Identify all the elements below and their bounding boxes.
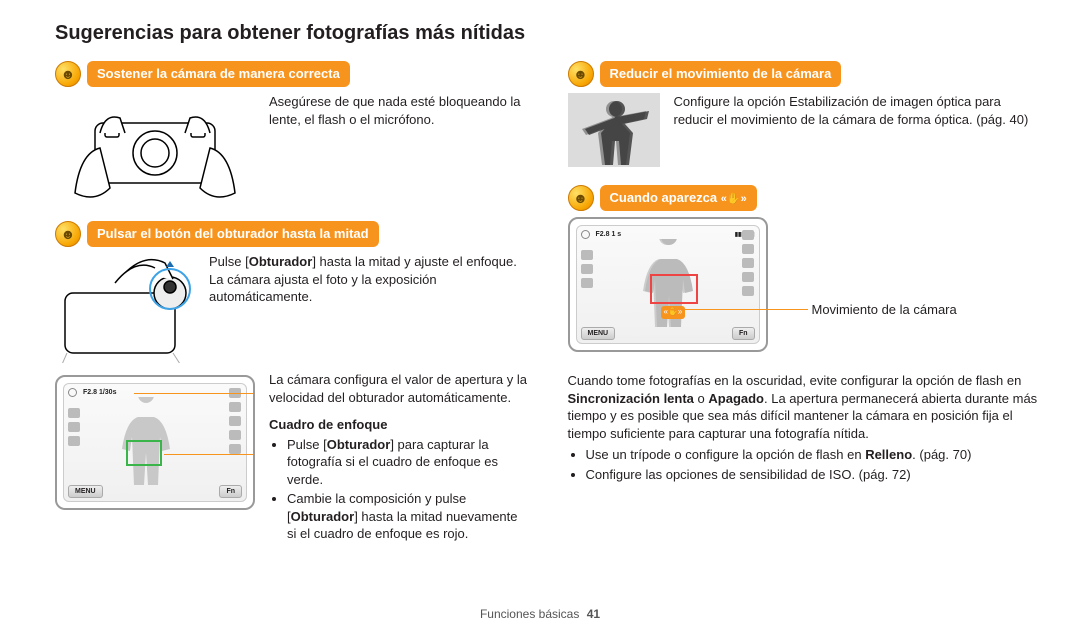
- hand-shake-icon: «✋»: [661, 306, 686, 319]
- page-title: Sugerencias para obtener fotografías más…: [55, 20, 1040, 47]
- page-footer: Funciones básicas 41: [0, 606, 1080, 622]
- lcd-green: F2.8 1/30s MENU Fn: [55, 375, 255, 510]
- hand-shake-icon: «✋»: [721, 193, 747, 205]
- callout-line: [134, 393, 255, 394]
- bold: Obturador: [249, 254, 313, 269]
- aperture-callout: La cámara configura el valor de apertura…: [269, 371, 528, 406]
- tip3-head: ☻ Reducir el movimiento de la cámara: [568, 61, 1041, 87]
- bold: Obturador: [291, 509, 355, 524]
- dark-paragraph: Cuando tome fotografías en la oscuridad,…: [568, 372, 1041, 442]
- text: Pulse [: [287, 437, 327, 452]
- half-press-illustration: [55, 253, 195, 363]
- dark-list: Use un trípode o configure la opción de …: [568, 446, 1041, 483]
- page-number: 41: [587, 607, 600, 621]
- tip1-body: Asegúrese de que nada esté bloqueando la…: [55, 93, 528, 203]
- tip1-pill: Sostener la cámara de manera correcta: [87, 61, 350, 87]
- tip2-para1: Pulse [Obturador] hasta la mitad y ajust…: [209, 253, 528, 363]
- callout-line: [164, 454, 255, 455]
- tip1-text: Asegúrese de que nada esté bloqueando la…: [269, 93, 528, 203]
- hold-camera-illustration: [55, 93, 255, 203]
- list-item: Pulse [Obturador] para capturar la fotog…: [287, 436, 528, 489]
- text: Pulse [: [209, 254, 249, 269]
- lcd-menu-button: MENU: [581, 327, 616, 340]
- smiley-icon: ☻: [55, 61, 81, 87]
- tip2-body1: Pulse [Obturador] hasta la mitad y ajust…: [55, 253, 528, 363]
- lcd-fn-button: Fn: [732, 327, 755, 340]
- bold: Obturador: [327, 437, 391, 452]
- text: Cuando tome fotografías en la oscuridad,…: [568, 373, 1022, 388]
- text: o: [694, 391, 708, 406]
- text: Use un trípode o configure la opción de …: [586, 447, 866, 462]
- right-column: ☻ Reducir el movimiento de la cámara: [568, 61, 1041, 553]
- focus-subhead: Cuadro de enfoque: [269, 416, 528, 434]
- list-item: Configure las opciones de sensibilidad d…: [586, 466, 1041, 484]
- left-column: ☻ Sostener la cámara de manera correcta: [55, 61, 528, 553]
- lcd-red: F2.8 1 s ▮▮▮▯▯▯ «✋»: [568, 217, 768, 352]
- lcd-topbar: F2.8 1/30s: [83, 388, 116, 397]
- lcd-green-region: F2.8 1/30s MENU Fn: [55, 371, 255, 545]
- tip2-pill: Pulsar el botón del obturador hasta la m…: [87, 221, 379, 247]
- list-item: Use un trípode o configure la opción de …: [586, 446, 1041, 464]
- lcd-fn-button: Fn: [219, 485, 242, 498]
- tip4-head: ☻ Cuando aparezca «✋»: [568, 185, 1041, 211]
- lcd-menu-button: MENU: [68, 485, 103, 498]
- tip3-body: Configure la opción Estabilización de im…: [568, 93, 1041, 167]
- smiley-icon: ☻: [568, 61, 594, 87]
- focus-box: [126, 440, 162, 466]
- list-item: Cambie la composición y pulse [Obturador…: [287, 490, 528, 543]
- shake-callout: Movimiento de la cámara: [812, 301, 957, 319]
- blur-illustration: [568, 93, 660, 167]
- lcd-red-region: F2.8 1 s ▮▮▮▯▯▯ «✋»: [568, 217, 1041, 362]
- tip3-pill: Reducir el movimiento de la cámara: [600, 61, 842, 87]
- bold: Sincronización lenta: [568, 391, 694, 406]
- callout-line: [668, 309, 808, 310]
- footer-section: Funciones básicas: [480, 607, 579, 621]
- text: . (pág. 70): [912, 447, 971, 462]
- text: Cuando aparezca: [610, 190, 721, 205]
- tip1-head: ☻ Sostener la cámara de manera correcta: [55, 61, 528, 87]
- tip2-body2: F2.8 1/30s MENU Fn: [55, 371, 528, 545]
- focus-list: Pulse [Obturador] para capturar la fotog…: [269, 436, 528, 543]
- shake-box: [650, 274, 698, 304]
- smiley-icon: ☻: [55, 221, 81, 247]
- tip2-head: ☻ Pulsar el botón del obturador hasta la…: [55, 221, 528, 247]
- bold: Apagado: [708, 391, 764, 406]
- tip4-pill: Cuando aparezca «✋»: [600, 185, 757, 211]
- smiley-icon: ☻: [568, 185, 594, 211]
- lcd-topbar: F2.8 1 s: [596, 230, 622, 239]
- tip3-text: Configure la opción Estabilización de im…: [674, 93, 1041, 167]
- bold: Relleno: [865, 447, 912, 462]
